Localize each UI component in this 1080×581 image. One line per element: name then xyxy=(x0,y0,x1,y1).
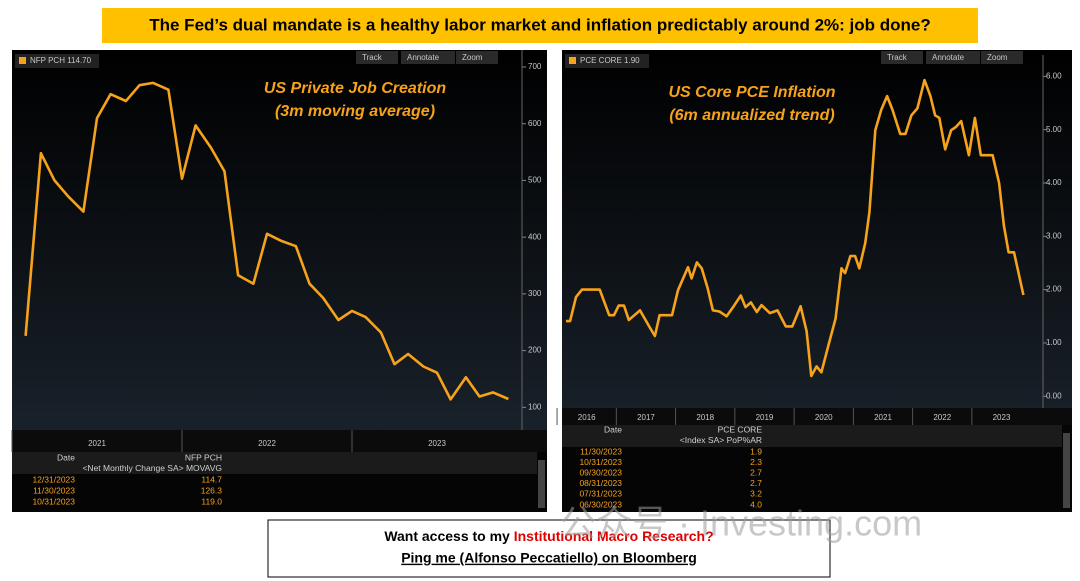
y-tick-label: 700 xyxy=(528,62,542,71)
x-tick-label: 2023 xyxy=(428,439,446,448)
toolbar-button[interactable] xyxy=(981,51,1023,64)
series-line xyxy=(566,78,1025,378)
toolbar-button[interactable] xyxy=(356,51,398,64)
legend-box xyxy=(565,54,649,68)
title: The Fed’s dual mandate is a healthy labo… xyxy=(149,15,931,34)
table-date: 08/31/2023 xyxy=(579,478,622,488)
table-value: 2.7 xyxy=(750,478,762,488)
footer-line1: Want access to my Institutional Macro Re… xyxy=(384,528,713,544)
footer-text: Want access to my xyxy=(384,528,513,544)
y-tick-label: 2.00 xyxy=(1046,285,1062,294)
table-value: 2.3 xyxy=(750,457,762,467)
table-value: 1.9 xyxy=(750,446,762,456)
x-tick-label: 2019 xyxy=(756,413,774,422)
watermark: 公众号 · Investing.com xyxy=(560,503,922,544)
table-header xyxy=(562,425,1062,447)
y-tick-label: 200 xyxy=(528,346,542,355)
table-date: 07/31/2023 xyxy=(579,489,622,499)
x-tick-label: 2022 xyxy=(258,439,276,448)
legend-swatch xyxy=(569,57,576,64)
table-date: 11/30/2023 xyxy=(580,446,622,456)
x-tick-label: 2021 xyxy=(88,439,106,448)
table-header xyxy=(12,452,537,474)
toolbar-label[interactable]: Track xyxy=(362,53,383,62)
toolbar-button[interactable] xyxy=(926,51,980,64)
toolbar-label[interactable]: Zoom xyxy=(987,53,1008,62)
title-banner xyxy=(102,8,978,43)
toolbar-label[interactable]: Zoom xyxy=(462,53,483,62)
legend-label: PCE CORE 1.90 xyxy=(580,56,640,65)
y-tick-label: 6.00 xyxy=(1046,71,1062,80)
annotation: US Private Job Creation xyxy=(264,80,447,97)
x-axis-strip xyxy=(562,408,1072,425)
scrollbar[interactable] xyxy=(538,460,545,508)
legend-label: NFP PCH 114.70 xyxy=(30,56,92,65)
table-subheader: <Index SA> PoP%AR xyxy=(680,435,762,445)
y-tick-label: 5.00 xyxy=(1046,125,1062,134)
table-column: PCE CORE xyxy=(718,424,763,434)
legend-name: PCE CORE xyxy=(580,56,622,65)
footer-box xyxy=(267,519,831,578)
table-value: 2.7 xyxy=(750,467,762,477)
y-tick-label: 1.00 xyxy=(1046,338,1062,347)
table-date: 12/31/2023 xyxy=(32,474,75,484)
annotation: US Core PCE Inflation xyxy=(668,84,835,101)
x-axis-strip xyxy=(12,430,547,452)
x-tick-label: 2020 xyxy=(815,413,833,422)
x-tick-label: 2016 xyxy=(578,413,596,422)
legend-swatch xyxy=(19,57,26,64)
y-tick-label: 400 xyxy=(528,232,542,241)
table-date: 09/30/2023 xyxy=(579,467,622,477)
toolbar-label[interactable]: Annotate xyxy=(407,53,440,62)
y-tick-label: 4.00 xyxy=(1046,178,1062,187)
footer-highlight: Institutional Macro Research? xyxy=(514,528,714,544)
table-date: 10/31/2023 xyxy=(579,457,622,467)
table-column: Date xyxy=(604,424,622,434)
y-tick-label: 600 xyxy=(528,119,542,128)
table-column: NFP PCH xyxy=(185,452,222,462)
table-subheader: <Net Monthly Change SA> MOVAVG xyxy=(82,463,222,473)
table-column: Date xyxy=(57,452,75,462)
legend-last-value: 1.90 xyxy=(624,56,640,65)
y-tick-label: 500 xyxy=(528,176,542,185)
table-date: 11/30/2023 xyxy=(33,485,75,495)
table-value: 3.2 xyxy=(750,489,762,499)
legend-box xyxy=(15,54,99,68)
footer-line2: Ping me (Alfonso Peccatiello) on Bloombe… xyxy=(401,550,697,566)
annotation: (6m annualized trend) xyxy=(669,107,834,124)
scrollbar[interactable] xyxy=(1063,433,1070,508)
y-tick-label: 300 xyxy=(528,289,542,298)
x-tick-label: 2017 xyxy=(637,413,655,422)
y-tick-label: 100 xyxy=(528,402,542,411)
series-line xyxy=(24,81,509,401)
x-tick-label: 2023 xyxy=(993,413,1011,422)
y-tick-label: 3.00 xyxy=(1046,231,1062,240)
toolbar-button[interactable] xyxy=(881,51,923,64)
table-value: 114.7 xyxy=(201,474,222,484)
toolbar-label[interactable]: Annotate xyxy=(932,53,965,62)
table-date: 06/30/2023 xyxy=(579,499,622,509)
legend-name: NFP PCH xyxy=(30,56,65,65)
x-tick-label: 2018 xyxy=(696,413,714,422)
y-tick-label: 0.00 xyxy=(1046,391,1062,400)
legend-last-value: 114.70 xyxy=(67,56,91,65)
table-value: 4.0 xyxy=(750,499,762,509)
x-tick-label: 2021 xyxy=(874,413,892,422)
toolbar-button[interactable] xyxy=(456,51,498,64)
x-tick-label: 2022 xyxy=(933,413,951,422)
toolbar-label[interactable]: Track xyxy=(887,53,908,62)
table-value: 119.0 xyxy=(201,496,222,506)
table-date: 10/31/2023 xyxy=(32,496,75,506)
annotation: (3m moving average) xyxy=(275,103,435,120)
table-value: 126.3 xyxy=(201,485,223,495)
toolbar-button[interactable] xyxy=(401,51,455,64)
